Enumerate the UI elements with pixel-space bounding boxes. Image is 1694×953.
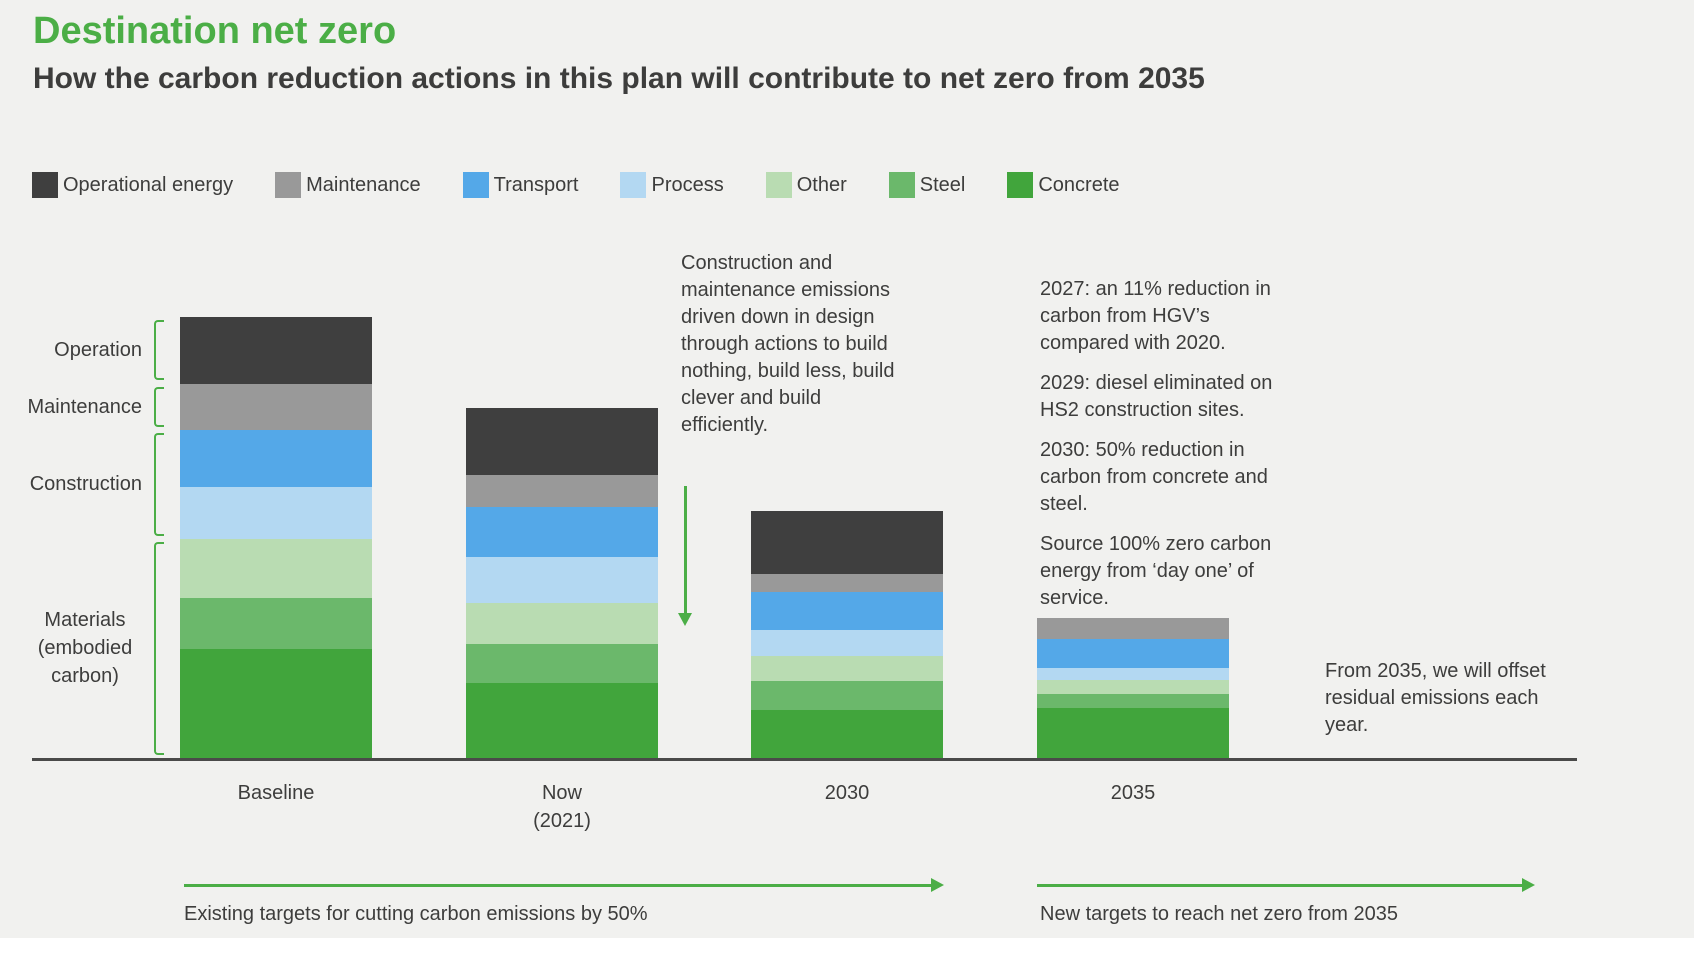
timeline-label-existing: Existing targets for cutting carbon emis… xyxy=(184,903,648,925)
milestone-text-2: 2030: 50% reduction in carbon from concr… xyxy=(1040,439,1268,515)
segment-other-2030 xyxy=(751,656,943,681)
axis-group-label-line: Operation xyxy=(54,339,142,362)
segment-operational-energy-baseline xyxy=(180,317,372,384)
x-axis-label-baseline: Baseline xyxy=(180,779,372,807)
segment-maintenance-2035 xyxy=(1037,617,1229,640)
axis-group-label-line: Materials xyxy=(44,609,126,632)
page-title: Destination net zero xyxy=(33,10,397,52)
segment-steel-2030 xyxy=(751,680,943,710)
segment-other-2035 xyxy=(1037,679,1229,694)
milestones-annotation: 2027: an 11% reduction in carbon from HG… xyxy=(1040,276,1302,625)
legend-label-operational-energy: Operational energy xyxy=(63,173,234,196)
footer-strip xyxy=(0,938,1694,953)
segment-other-now xyxy=(466,602,658,644)
x-axis-label-now: Now (2021) xyxy=(466,779,658,835)
segment-steel-now xyxy=(466,643,658,684)
segment-process-now xyxy=(466,556,658,603)
axis-group-label-line: carbon) xyxy=(51,665,119,688)
design-annotation: Construction and maintenance emissions d… xyxy=(681,250,903,439)
segment-concrete-2030 xyxy=(751,709,943,758)
segment-process-baseline xyxy=(180,487,372,539)
x-axis-label-text: Now xyxy=(541,782,582,804)
offset-annotation: From 2035, we will offset residual emiss… xyxy=(1325,658,1550,739)
axis-bracket-3 xyxy=(154,541,164,755)
legend-item-other: Other xyxy=(765,172,847,198)
legend-label-transport: Transport xyxy=(493,173,579,196)
x-axis-label-2035: 2035 xyxy=(1037,779,1229,807)
bar-2035 xyxy=(1037,617,1229,758)
bar-now xyxy=(466,408,658,758)
legend-label-other: Other xyxy=(796,173,847,196)
milestone-text-3: Source 100% zero carbon energy from ‘day… xyxy=(1040,533,1272,609)
legend-item-operational-energy: Operational energy xyxy=(32,172,233,198)
x-axis-label-text: 2030 xyxy=(824,782,870,804)
segment-maintenance-baseline xyxy=(180,383,372,430)
segment-process-2035 xyxy=(1037,668,1229,680)
bar-2030 xyxy=(751,510,943,758)
operational-energy-swatch-icon xyxy=(32,172,58,198)
legend-item-steel: Steel xyxy=(888,172,966,198)
x-axis-label-2030: 2030 xyxy=(751,779,943,807)
down-arrow-icon xyxy=(678,486,692,626)
process-swatch-icon xyxy=(620,172,647,198)
legend: Operational energy Maintenance Transport Pr… xyxy=(32,172,1120,198)
right-arrow-new-icon xyxy=(1037,878,1535,892)
milestone-text-1: 2029: diesel eliminated on HS2 construct… xyxy=(1040,372,1273,421)
legend-item-transport: Transport xyxy=(462,172,579,198)
axis-group-label-line: (embodied xyxy=(37,637,133,660)
timeline-label-new: New targets to reach net zero from 2035 xyxy=(1040,903,1398,925)
segment-steel-baseline xyxy=(180,597,372,649)
segment-transport-2030 xyxy=(751,592,943,630)
axis-bracket-2 xyxy=(154,432,164,536)
page-subtitle: How the carbon reduction actions in this… xyxy=(33,62,1205,95)
axis-group-label-3: Materials (embodied carbon) xyxy=(25,606,145,690)
x-axis-label-subtext: (2021) xyxy=(533,810,591,832)
concrete-swatch-icon xyxy=(1007,172,1034,198)
legend-label-steel: Steel xyxy=(919,173,966,196)
segment-process-2030 xyxy=(751,629,943,657)
legend-item-concrete: Concrete xyxy=(1007,172,1120,198)
segment-maintenance-now xyxy=(466,474,658,507)
legend-label-concrete: Concrete xyxy=(1038,173,1120,196)
offset-annotation-text: From 2035, we will offset residual emiss… xyxy=(1325,660,1546,736)
segment-operational-energy-2030 xyxy=(751,510,943,574)
axis-group-label-0: Operation xyxy=(0,336,142,364)
axis-group-label-2: Construction xyxy=(0,470,142,498)
legend-item-maintenance: Maintenance xyxy=(275,172,421,198)
segment-transport-baseline xyxy=(180,429,372,488)
segment-operational-energy-now xyxy=(466,408,658,475)
design-annotation-text: Construction and maintenance emissions d… xyxy=(681,252,895,436)
segment-transport-now xyxy=(466,506,658,557)
segment-transport-2035 xyxy=(1037,639,1229,669)
axis-group-label-1: Maintenance xyxy=(0,393,142,421)
axis-group-label-line: Maintenance xyxy=(27,395,142,418)
segment-other-baseline xyxy=(180,538,372,598)
legend-label-maintenance: Maintenance xyxy=(306,173,421,196)
bar-baseline xyxy=(180,317,372,758)
legend-label-process: Process xyxy=(651,173,724,196)
axis-group-label-line: Construction xyxy=(29,473,142,496)
milestone-text-0: 2027: an 11% reduction in carbon from HG… xyxy=(1040,278,1271,354)
segment-concrete-2035 xyxy=(1037,707,1229,758)
segment-maintenance-2030 xyxy=(751,574,943,593)
x-axis-label-text: Baseline xyxy=(237,782,315,804)
other-swatch-icon xyxy=(765,172,792,198)
x-axis-line xyxy=(32,758,1577,761)
axis-bracket-1 xyxy=(154,386,164,427)
x-axis-label-text: 2035 xyxy=(1110,782,1156,804)
axis-bracket-0 xyxy=(154,320,164,381)
steel-swatch-icon xyxy=(888,172,915,198)
segment-steel-2035 xyxy=(1037,693,1229,708)
transport-swatch-icon xyxy=(462,172,489,198)
segment-concrete-baseline xyxy=(180,648,372,758)
right-arrow-existing-icon xyxy=(184,878,944,892)
maintenance-swatch-icon xyxy=(275,172,302,198)
segment-concrete-now xyxy=(466,683,658,758)
legend-item-process: Process xyxy=(620,172,724,198)
